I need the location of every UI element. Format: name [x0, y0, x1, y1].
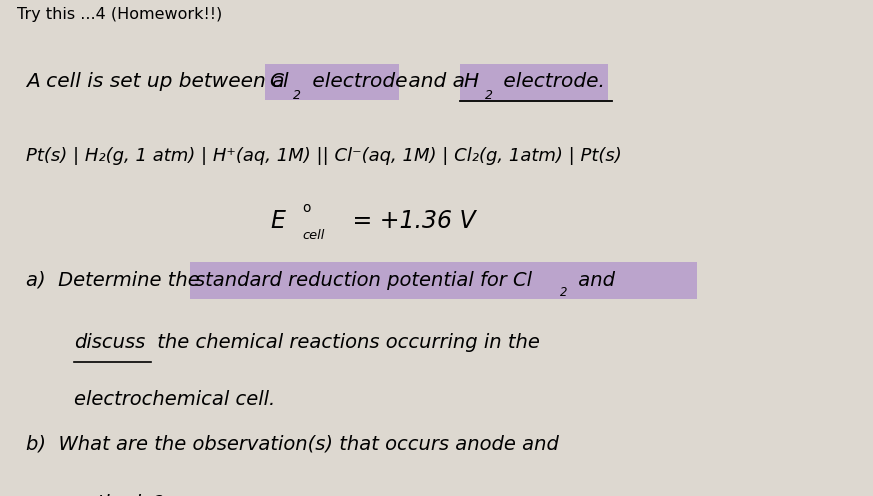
Text: 2: 2: [485, 89, 492, 102]
Text: discuss: discuss: [74, 333, 146, 352]
FancyBboxPatch shape: [265, 64, 399, 100]
Text: 2: 2: [293, 89, 301, 102]
Text: A cell is set up between a: A cell is set up between a: [26, 72, 291, 91]
Text: 2: 2: [560, 286, 567, 299]
FancyBboxPatch shape: [460, 64, 608, 100]
Text: Try this ...4 (Homework!!): Try this ...4 (Homework!!): [17, 7, 223, 22]
Text: electrode.: electrode.: [497, 72, 605, 91]
Text: and a: and a: [402, 72, 471, 91]
Text: standard reduction potential for Cl: standard reduction potential for Cl: [195, 271, 532, 290]
Text: electrochemical cell.: electrochemical cell.: [74, 390, 276, 409]
Text: b)  What are the observation(s) that occurs anode and: b) What are the observation(s) that occu…: [26, 434, 559, 453]
Text: and: and: [572, 271, 615, 290]
Text: the chemical reactions occurring in the: the chemical reactions occurring in the: [151, 333, 540, 352]
Text: cell: cell: [302, 229, 325, 242]
Text: electrode: electrode: [306, 72, 408, 91]
Text: Cl: Cl: [269, 72, 288, 91]
Text: E: E: [271, 209, 285, 233]
Text: o: o: [302, 201, 311, 215]
FancyBboxPatch shape: [190, 262, 697, 299]
Text: H: H: [464, 72, 478, 91]
Text: = +1.36 V: = +1.36 V: [345, 209, 476, 233]
Text: a)  Determine the: a) Determine the: [26, 271, 206, 290]
Text: Pt(s) | H₂(g, 1 atm) | H⁺(aq, 1M) || Cl⁻(aq, 1M) | Cl₂(g, 1atm) | Pt(s): Pt(s) | H₂(g, 1 atm) | H⁺(aq, 1M) || Cl⁻…: [26, 147, 622, 165]
Text: cathode?: cathode?: [74, 494, 163, 496]
